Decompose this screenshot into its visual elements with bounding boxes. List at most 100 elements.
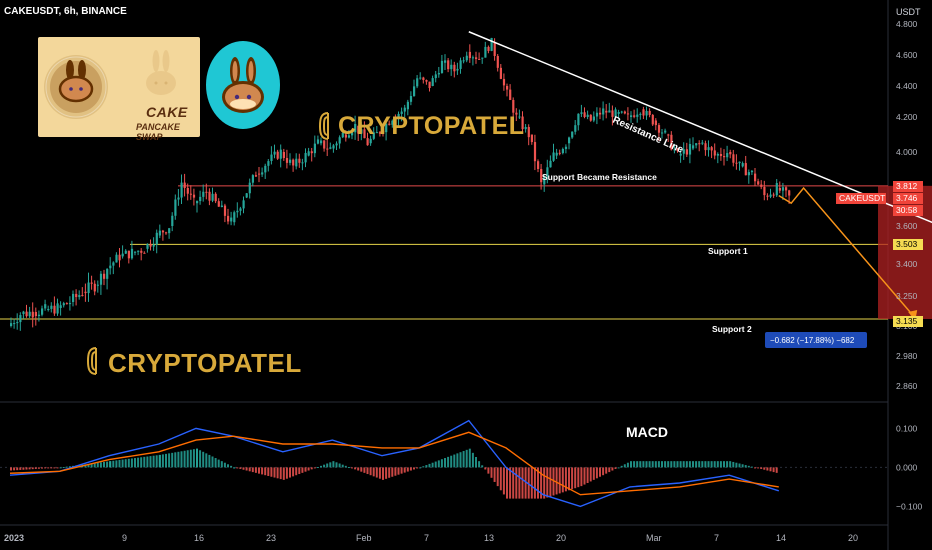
macd-bar — [670, 461, 673, 468]
candle-body — [354, 123, 357, 133]
macd-bar — [558, 467, 561, 494]
candle-body — [65, 303, 68, 305]
candle-body — [726, 153, 729, 158]
candle-body — [273, 151, 276, 155]
macd-bar — [115, 460, 118, 468]
candle-body — [335, 143, 338, 146]
macd-bar — [493, 467, 496, 482]
macd-bar — [719, 461, 722, 468]
candle-body — [341, 132, 344, 138]
candle-body — [10, 323, 13, 326]
macd-bar — [344, 465, 347, 468]
candle-body — [521, 116, 524, 130]
price-badge-bg — [893, 193, 923, 204]
candle-body — [84, 291, 87, 294]
time-tick-label: 20 — [848, 533, 858, 543]
candle-body — [704, 143, 707, 151]
macd-bar — [99, 462, 102, 468]
candle-body — [558, 152, 561, 154]
macd-bar — [152, 455, 155, 468]
candle-body — [115, 254, 118, 263]
macd-bar — [409, 467, 412, 471]
macd-bar — [564, 467, 567, 492]
candle-body — [502, 78, 506, 86]
candle-body — [428, 81, 431, 89]
macd-bar — [496, 467, 499, 487]
candle-body — [137, 250, 140, 252]
candle-body — [289, 159, 292, 163]
macd-bar — [688, 461, 691, 468]
candle-body — [620, 111, 623, 113]
candle-body — [744, 163, 747, 176]
price-badge-bg — [893, 205, 923, 216]
price-tick-label: 4.200 — [896, 112, 918, 122]
macd-bar — [282, 467, 285, 480]
macd-bar — [47, 467, 50, 469]
macd-bar — [763, 467, 766, 470]
macd-bar — [180, 451, 183, 468]
candle-body — [642, 109, 645, 116]
candle-body — [462, 60, 465, 62]
candle-body — [540, 168, 543, 183]
candle-body — [685, 149, 688, 155]
macd-bar — [31, 467, 34, 470]
candle-body — [459, 60, 462, 69]
watermark-bottom: CRYPTOPATEL — [108, 348, 302, 378]
macd-bar — [413, 467, 415, 470]
candle-body — [211, 193, 214, 201]
macd-bar — [605, 467, 608, 474]
macd-bar — [645, 461, 648, 468]
candle-body — [202, 191, 205, 197]
macd-bar — [264, 467, 267, 476]
candle-body — [747, 172, 750, 176]
candle-body — [16, 322, 19, 324]
macd-bar — [239, 467, 242, 469]
candle-body — [406, 101, 409, 110]
macd-bar — [326, 463, 329, 468]
macd-bar — [549, 467, 552, 497]
macd-bar — [732, 461, 735, 468]
candle-body — [651, 114, 654, 125]
candle-body — [391, 120, 394, 125]
candle-body — [478, 58, 481, 60]
macd-bar — [59, 467, 62, 469]
macd-bar — [65, 466, 68, 468]
candle-body — [276, 151, 279, 159]
candle-body — [146, 244, 149, 249]
macd-bar — [546, 467, 549, 498]
candle-body — [44, 304, 47, 309]
macd-bar — [245, 467, 248, 471]
candle-body — [413, 86, 416, 97]
candle-body — [626, 113, 630, 115]
macd-bar — [161, 454, 164, 468]
macd-bar — [524, 467, 527, 499]
price-axis-unit: USDT — [896, 7, 921, 17]
macd-bar — [626, 462, 629, 468]
candle-body — [363, 129, 366, 139]
macd-bar — [465, 449, 468, 468]
candle-body — [326, 148, 329, 150]
macd-bar — [592, 467, 595, 480]
candle-body — [366, 138, 369, 146]
candle-body — [388, 123, 391, 125]
candle-body — [437, 73, 440, 75]
candle-body — [419, 77, 422, 79]
macd-bar — [363, 467, 366, 473]
candle-body — [99, 273, 103, 285]
candle-body — [425, 80, 428, 82]
macd-bar — [289, 467, 291, 478]
candle-body — [301, 162, 304, 164]
candle-body — [533, 142, 537, 162]
candle-body — [778, 188, 781, 191]
candle-body — [692, 145, 695, 149]
time-tick-label: 7 — [424, 533, 429, 543]
time-tick-label: 23 — [266, 533, 276, 543]
candle-body — [295, 158, 298, 167]
macd-bar — [96, 462, 99, 468]
macd-bar — [53, 467, 56, 469]
watermark-top: CRYPTOPATEL — [338, 112, 525, 140]
macd-bar — [50, 467, 53, 469]
macd-bar — [595, 467, 598, 479]
candle-body — [707, 147, 710, 151]
